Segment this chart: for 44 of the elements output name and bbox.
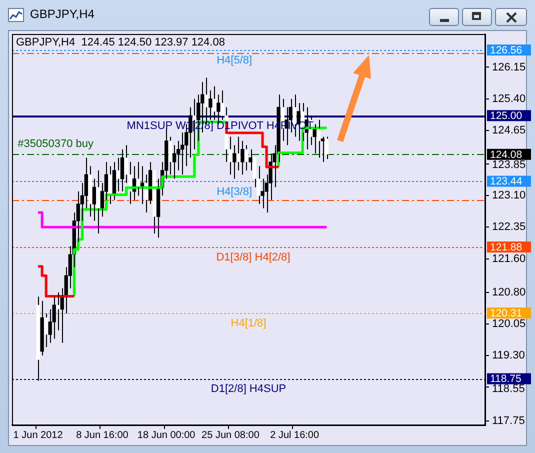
x-tick-label: 18 Jun 00:00	[137, 430, 196, 441]
chart-title: GBPJPY,H4	[30, 7, 94, 21]
ref-line-label: D1[3/8] H4[2/8]	[216, 252, 290, 264]
ref-line-label: H4[3/8]	[216, 186, 252, 198]
y-tick-label: 126.15	[492, 61, 526, 74]
y-tick-label: 117.75	[492, 414, 525, 427]
y-tick-label: 120.05	[492, 318, 526, 330]
ref-line-label: H4[5/8]	[216, 54, 252, 67]
y-tick-label: 119.30	[492, 350, 525, 362]
text: 123.44	[490, 176, 522, 188]
y-tick-label: 124.65	[492, 124, 526, 136]
candlestick	[48, 308, 52, 344]
ref-line-label: #35050370 buy	[18, 138, 94, 150]
x-tick-label: 1 Jun 2012	[13, 430, 64, 441]
x-tick-label: 25 Jun 08:00	[202, 430, 260, 441]
x-tick-label: 8 Jun 16:00	[76, 430, 129, 441]
ref-line-label: H4[1/8]	[230, 318, 266, 330]
text: 124.08	[490, 148, 522, 161]
y-tick-label: 123.85	[492, 158, 526, 171]
y-tick-label: 118.55	[492, 383, 525, 396]
x-tick-label: 2 Jul 16:00	[270, 430, 320, 441]
candlestick	[244, 144, 248, 171]
candlestick	[240, 140, 244, 176]
text: 118.75	[490, 373, 522, 386]
candlestick	[44, 312, 48, 348]
y-tick-label: 123.10	[492, 190, 526, 202]
ref-line-label: D1[2/8] H4SUP	[210, 383, 286, 396]
candlestick	[36, 296, 40, 382]
candlestick	[52, 296, 56, 340]
text: 125.00	[490, 110, 522, 122]
candlestick	[40, 300, 44, 356]
text: 126.56	[490, 44, 522, 56]
candlestick	[96, 170, 100, 234]
candlestick	[120, 148, 124, 192]
text: 120.31	[490, 307, 522, 320]
text: 121.88	[490, 241, 522, 254]
y-tick-label: 125.40	[492, 92, 526, 105]
candlestick	[248, 148, 252, 171]
y-tick-label: 122.35	[492, 221, 526, 234]
y-tick-label: 121.60	[492, 252, 526, 265]
candlestick	[324, 136, 328, 160]
chart-subtitle: GBPJPY,H4 124.45 124.50 123.97 124.08	[16, 36, 225, 49]
y-tick-label: 120.80	[492, 286, 526, 298]
candlestick	[212, 86, 216, 120]
